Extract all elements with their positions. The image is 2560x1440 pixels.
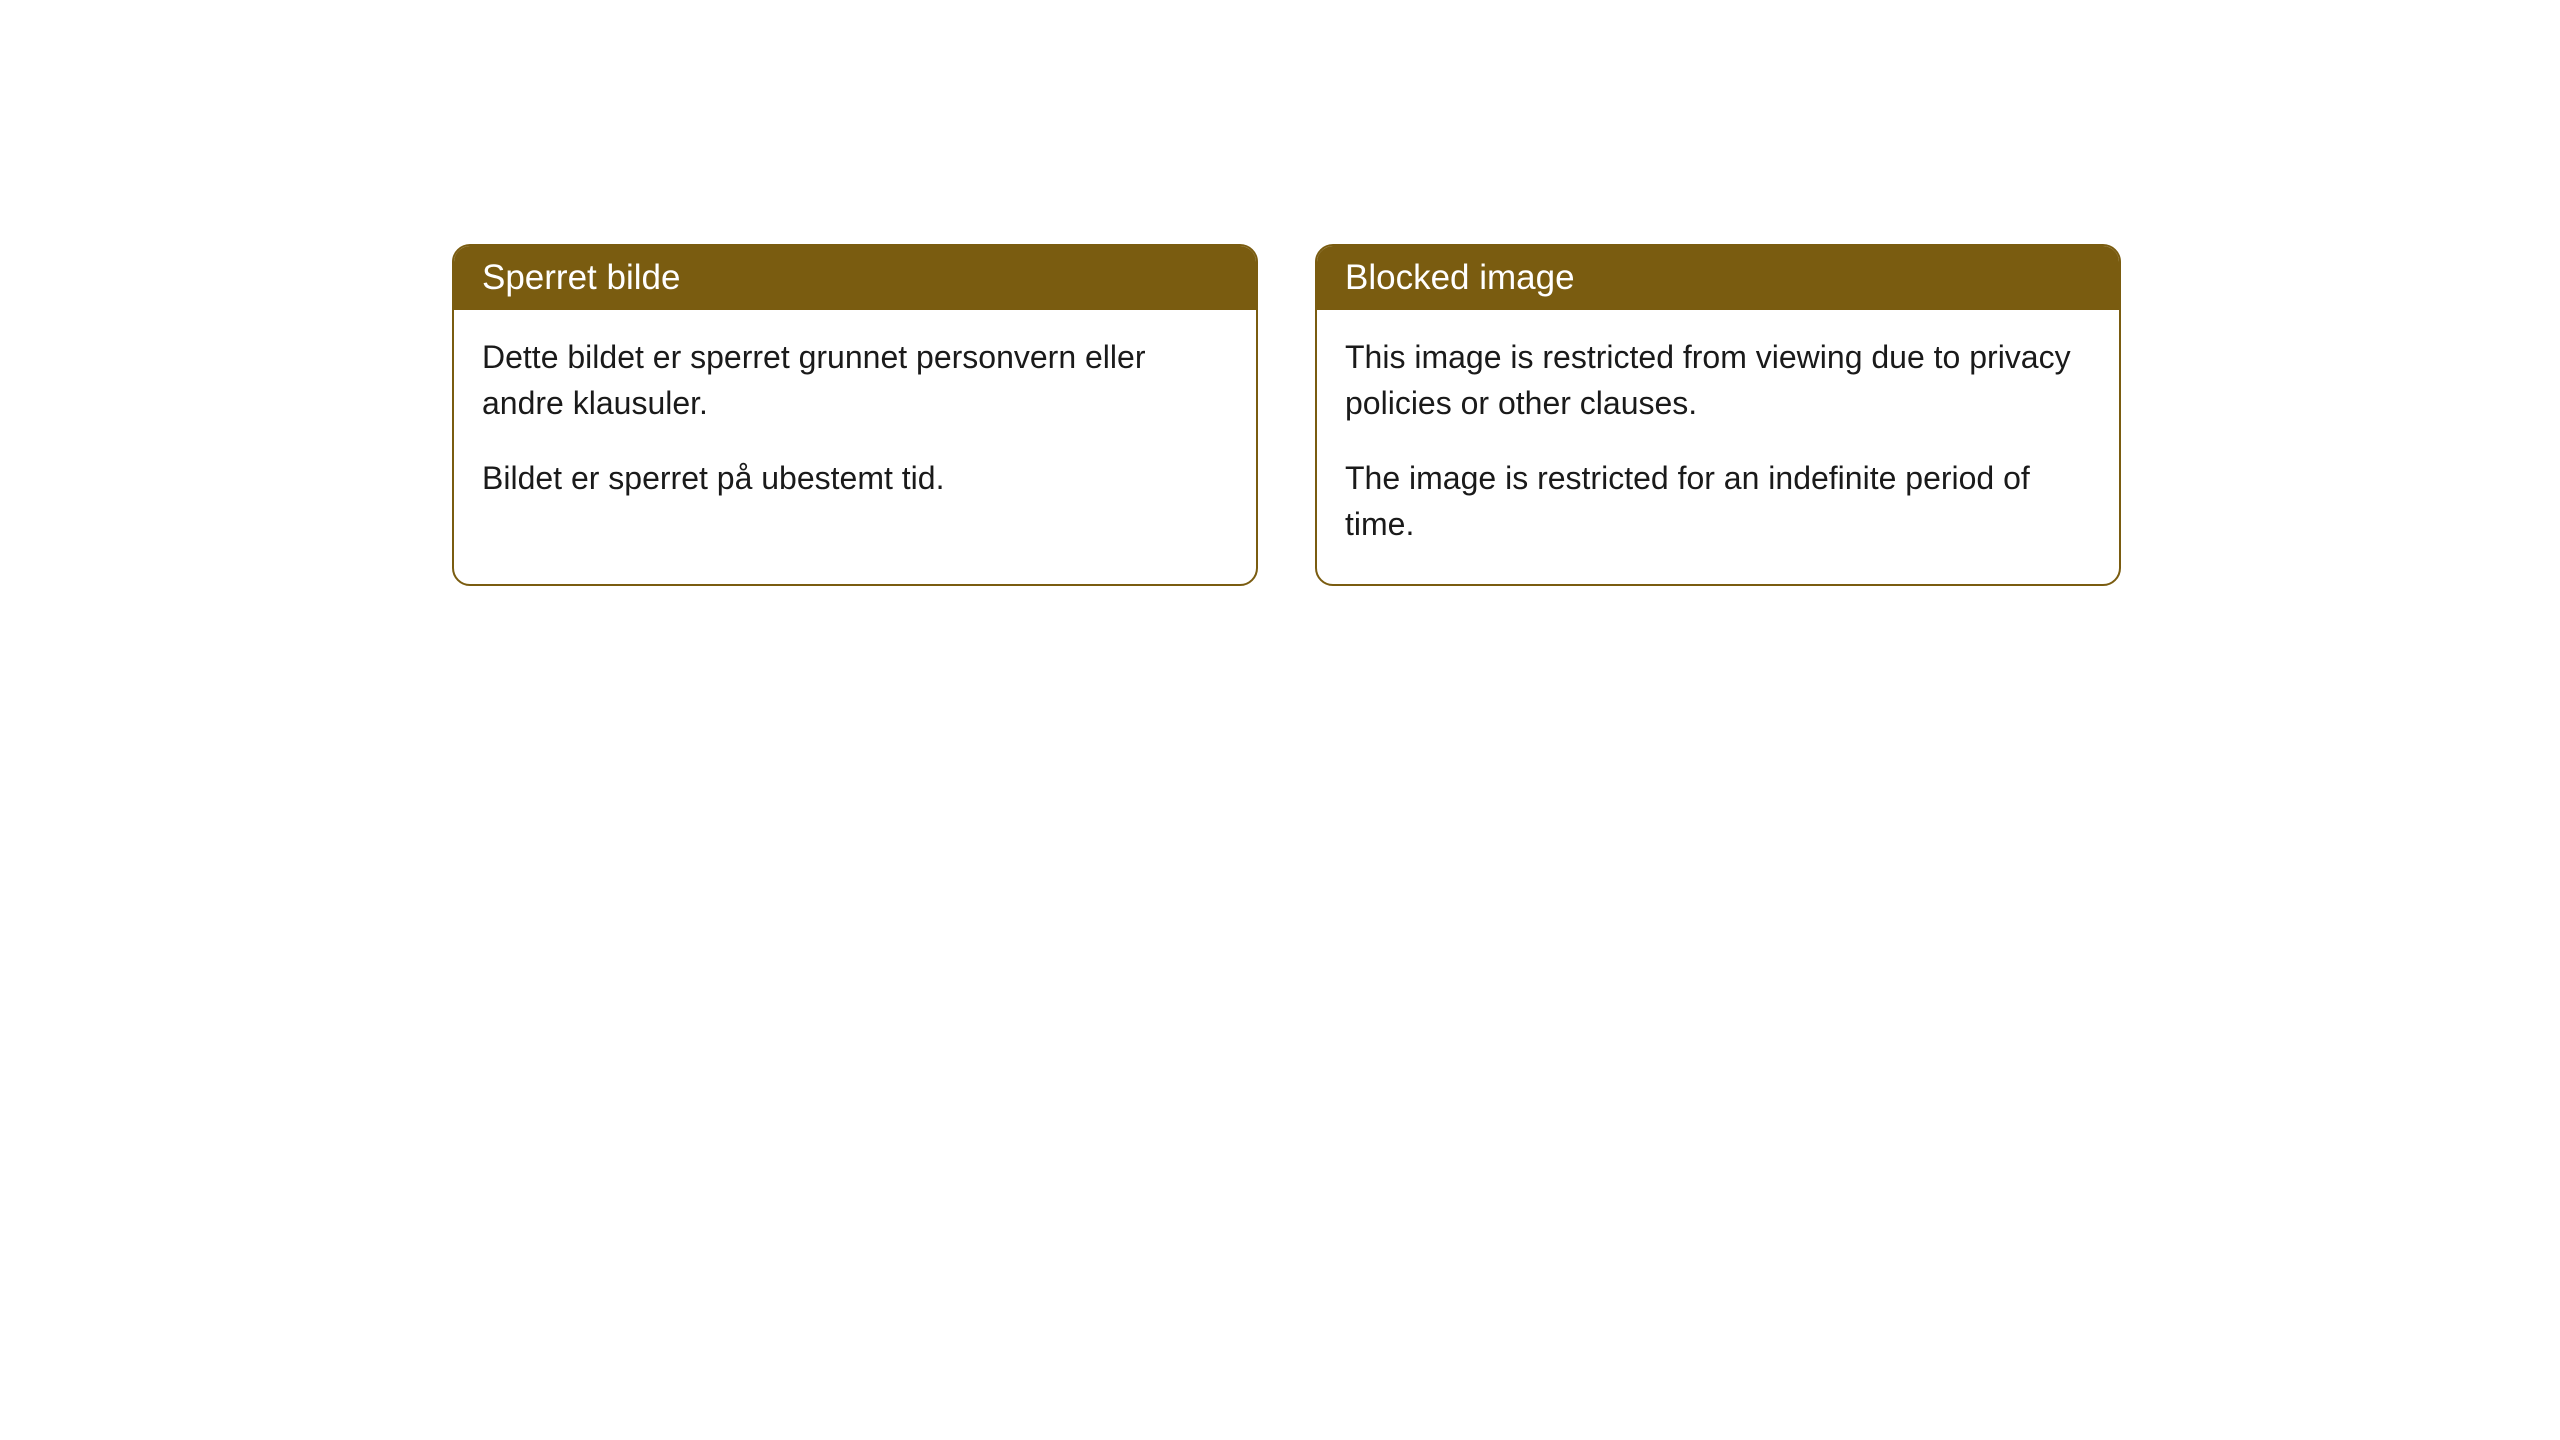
notice-cards-container: Sperret bilde Dette bildet er sperret gr…: [452, 244, 2121, 586]
card-paragraph: The image is restricted for an indefinit…: [1345, 455, 2091, 548]
notice-card-norwegian: Sperret bilde Dette bildet er sperret gr…: [452, 244, 1258, 586]
card-paragraph: Bildet er sperret på ubestemt tid.: [482, 455, 1228, 501]
card-body: Dette bildet er sperret grunnet personve…: [454, 310, 1256, 537]
card-paragraph: This image is restricted from viewing du…: [1345, 334, 2091, 427]
card-body: This image is restricted from viewing du…: [1317, 310, 2119, 584]
card-title: Blocked image: [1317, 246, 2119, 310]
card-title: Sperret bilde: [454, 246, 1256, 310]
notice-card-english: Blocked image This image is restricted f…: [1315, 244, 2121, 586]
card-paragraph: Dette bildet er sperret grunnet personve…: [482, 334, 1228, 427]
